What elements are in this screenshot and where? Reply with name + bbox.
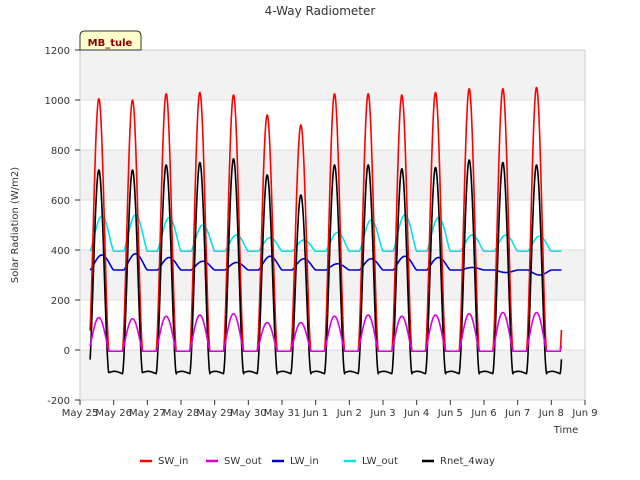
y-tick-label: 1200 bbox=[45, 46, 70, 57]
x-tick-label: Jun 9 bbox=[571, 408, 597, 419]
grid-bands bbox=[80, 50, 585, 400]
x-tick-label: Jun 6 bbox=[470, 408, 496, 419]
y-tick-label: 600 bbox=[51, 196, 70, 207]
legend-item-sw_in: SW_in bbox=[140, 456, 188, 467]
legend-item-lw_in: LW_in bbox=[272, 456, 319, 467]
legend-item-lw_out: LW_out bbox=[344, 456, 398, 467]
y-tick-label: -200 bbox=[47, 396, 70, 407]
y-axis-label: Solar Radiation (W/m2) bbox=[10, 167, 21, 283]
station-label-box bbox=[79, 30, 142, 51]
legend-label: LW_out bbox=[362, 456, 398, 467]
y-tick-label: 800 bbox=[51, 146, 70, 157]
x-tick-label: May 26 bbox=[95, 408, 132, 419]
x-tick-label: May 30 bbox=[230, 408, 267, 419]
legend-label: Rnet_4way bbox=[440, 456, 495, 467]
x-tick-label: Jun 1 bbox=[302, 408, 328, 419]
y-tick-label: 1000 bbox=[45, 96, 70, 107]
series-line-rnet_4way bbox=[89, 157, 563, 375]
legend-label: SW_in bbox=[158, 456, 188, 467]
x-tick-label: Jun 8 bbox=[538, 408, 564, 419]
station-label-text: MB_tule bbox=[88, 38, 133, 49]
x-tick-label: Jun 5 bbox=[437, 408, 463, 419]
series-line-sw_out bbox=[89, 311, 563, 353]
y-tick-label: 200 bbox=[51, 296, 70, 307]
series-layer bbox=[89, 86, 563, 375]
grid-band bbox=[80, 350, 585, 400]
x-tick-label: Jun 4 bbox=[403, 408, 429, 419]
grid-band bbox=[80, 250, 585, 300]
y-axis-ticks: -200 0 200 400 600 800 1000 1200 bbox=[45, 46, 80, 407]
x-tick-label: Jun 2 bbox=[336, 408, 362, 419]
x-tick-label: May 25 bbox=[62, 408, 99, 419]
station-label: MB_tule bbox=[79, 30, 142, 51]
series-line-lw_out bbox=[89, 214, 562, 253]
x-tick-label: May 27 bbox=[129, 408, 166, 419]
chart-title: 4-Way Radiometer bbox=[265, 4, 376, 18]
x-axis-label: Time bbox=[553, 425, 578, 436]
legend-label: SW_out bbox=[224, 456, 262, 467]
x-tick-label: May 29 bbox=[196, 408, 233, 419]
legend-item-sw_out: SW_out bbox=[206, 456, 262, 467]
y-tick-label: 400 bbox=[51, 246, 70, 257]
y-tick-label: 0 bbox=[64, 346, 70, 357]
legend-item-rnet_4way: Rnet_4way bbox=[422, 456, 495, 467]
x-tick-label: May 28 bbox=[163, 408, 200, 419]
legend-label: LW_in bbox=[290, 456, 319, 467]
plot-frame bbox=[79, 49, 586, 401]
x-tick-label: Jun 3 bbox=[369, 408, 395, 419]
legend: SW_in SW_out LW_in LW_out Rnet_4way bbox=[140, 456, 495, 467]
x-tick-label: Jun 7 bbox=[504, 408, 530, 419]
grid-band bbox=[80, 50, 585, 100]
x-tick-label: May 31 bbox=[264, 408, 301, 419]
series-line-lw_in bbox=[89, 252, 562, 276]
